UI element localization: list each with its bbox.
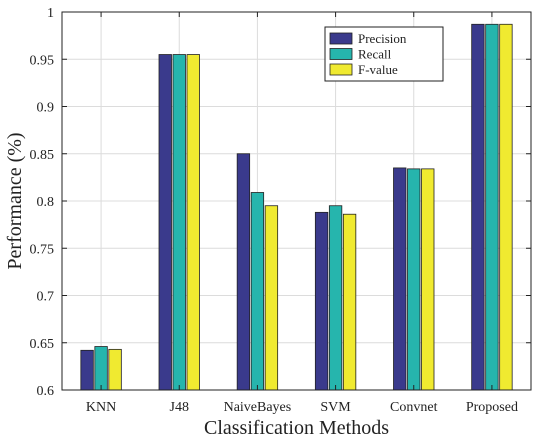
bar-precision [236, 153, 251, 391]
x-tick-label: SVM [320, 400, 351, 415]
legend-swatch [329, 32, 353, 45]
legend-label: Recall [358, 47, 392, 62]
bar-recall [172, 54, 186, 391]
legend-swatch [329, 63, 353, 76]
x-tick-label: KNN [86, 400, 116, 415]
x-tick-label: Convnet [390, 400, 438, 415]
y-tick-label: 0.75 [30, 242, 55, 257]
bar-precision [471, 23, 485, 391]
legend-swatch [329, 48, 353, 60]
y-tick-label: 0.85 [30, 148, 55, 163]
bar-recall [407, 168, 421, 391]
x-tick-label: Proposed [466, 400, 518, 415]
bar-f-value [264, 205, 279, 391]
bar-f-value [108, 348, 122, 391]
y-tick-label: 0.8 [37, 195, 55, 210]
y-axis-title: Performance (%) [4, 132, 26, 269]
x-tick-label: NaiveBayes [224, 400, 292, 415]
y-tick-label: 0.95 [30, 53, 55, 68]
bar-f-value [421, 168, 435, 391]
x-tick-label: J48 [170, 400, 189, 415]
y-tick-label: 0.7 [37, 290, 55, 305]
legend-label: Precision [358, 31, 407, 46]
bar-f-value [499, 23, 513, 391]
bar-recall [94, 346, 108, 391]
bar-recall [250, 192, 265, 391]
bar-precision [393, 167, 407, 391]
legend-label: F-value [358, 62, 398, 77]
y-tick-label: 0.9 [37, 101, 55, 116]
bar-precision [80, 349, 94, 391]
bar-f-value [186, 54, 200, 391]
y-tick-label: 0.6 [37, 384, 55, 399]
y-tick-label: 0.65 [30, 337, 55, 352]
bar-precision [158, 54, 172, 391]
x-axis-title: Classification Methods [204, 417, 389, 439]
y-tick-label: 1 [47, 6, 54, 21]
bar-precision [314, 211, 329, 391]
bar-recall [485, 23, 499, 391]
bar-f-value [342, 213, 357, 391]
tick-layer: 0.6 0.65 0.7 0.75 0.8 0.85 0.9 0.95 1 KNN J48 Naive… [30, 6, 531, 415]
bar-recall [328, 205, 343, 391]
